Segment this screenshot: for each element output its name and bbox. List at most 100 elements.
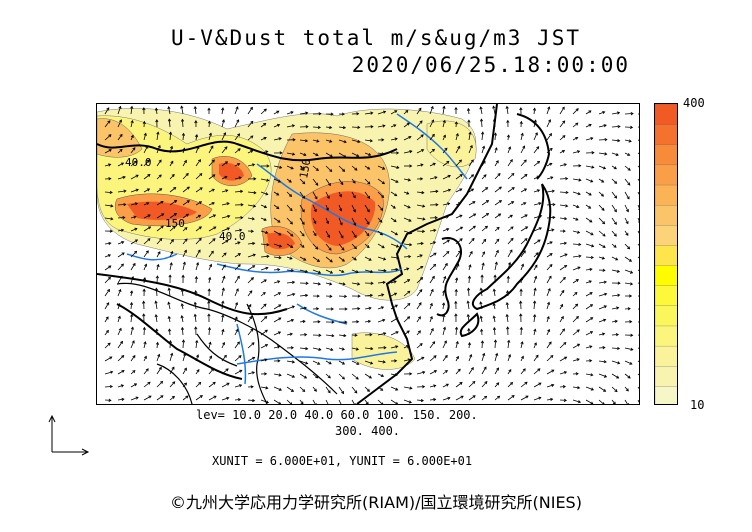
- wind-vector-head: [431, 275, 435, 279]
- wind-vector: [442, 147, 448, 154]
- wind-vector: [221, 189, 228, 193]
- wind-vector-head: [302, 195, 305, 199]
- wind-vector: [351, 126, 360, 128]
- wind-vector: [299, 347, 308, 350]
- wind-vector: [572, 386, 580, 389]
- wind-vector-head: [352, 209, 356, 213]
- wind-vector: [208, 238, 216, 245]
- wind-vector-head: [627, 182, 631, 186]
- wind-vector: [247, 265, 255, 271]
- wind-vector-head: [563, 241, 568, 245]
- wind-vector-head: [625, 388, 629, 392]
- wind-vector: [130, 228, 138, 232]
- wind-vector-head: [236, 119, 240, 123]
- wind-vector-head: [492, 327, 497, 331]
- wind-vector-head: [614, 195, 618, 199]
- wind-vector: [221, 264, 226, 271]
- wind-vector-head: [538, 202, 542, 206]
- wind-vector: [377, 386, 383, 391]
- wind-vector: [299, 307, 307, 310]
- wind-vector-head: [171, 174, 175, 178]
- wind-vector: [585, 268, 592, 271]
- wind-vector: [624, 230, 629, 236]
- wind-vector-head: [276, 345, 281, 349]
- wind-vector-head: [459, 214, 463, 218]
- wind-vector: [182, 186, 190, 193]
- wind-vector: [312, 217, 317, 224]
- wind-vector-head: [131, 340, 135, 344]
- wind-vector-head: [493, 339, 498, 343]
- wind-vector: [156, 367, 162, 375]
- wind-vector-head: [313, 388, 317, 392]
- wind-vector: [181, 106, 184, 115]
- wind-vector-head: [445, 215, 449, 219]
- wind-vector-head: [316, 294, 320, 298]
- wind-vector-head: [318, 347, 322, 351]
- wind-vector: [559, 178, 568, 180]
- wind-vector-head: [563, 371, 568, 375]
- wind-vector: [286, 152, 295, 155]
- wind-vector-head: [511, 395, 515, 399]
- wind-vector-head: [291, 305, 296, 309]
- wind-vector-head: [497, 395, 501, 399]
- wind-vector-head: [341, 390, 345, 395]
- colorbar-swatch: [655, 325, 677, 347]
- wind-vector-head: [508, 146, 512, 150]
- wind-vector: [104, 356, 113, 362]
- wind-vector-head: [227, 214, 231, 218]
- wind-vector-head: [276, 206, 280, 210]
- wind-vector-head: [447, 396, 451, 400]
- colorbar-swatch: [655, 264, 677, 286]
- wind-vector: [533, 227, 542, 232]
- wind-vector-head: [277, 267, 281, 272]
- wind-vector-head: [444, 147, 448, 151]
- wind-vector-head: [342, 125, 347, 130]
- wind-vector-head: [264, 316, 268, 320]
- wind-vector: [221, 276, 225, 284]
- wind-vector-head: [366, 388, 370, 392]
- wind-vector-head: [576, 205, 580, 209]
- wind-vector: [130, 370, 136, 375]
- wind-vector-head: [409, 372, 413, 376]
- wind-vector: [117, 217, 125, 219]
- wind-vector: [130, 251, 137, 258]
- wind-vector: [299, 217, 305, 225]
- wind-vector: [182, 395, 189, 401]
- wind-vector: [429, 328, 434, 336]
- wind-vector-head: [394, 359, 398, 363]
- wind-vector-head: [223, 354, 227, 358]
- wind-vector: [260, 316, 267, 323]
- vector-unit-note: XUNIT = 6.000E+01, YUNIT = 6.000E+01: [212, 454, 473, 468]
- wind-vector: [143, 226, 151, 232]
- wind-vector-head: [549, 132, 552, 137]
- wind-vector-head: [251, 342, 255, 346]
- wind-vector: [572, 150, 580, 154]
- wind-vector: [273, 386, 282, 391]
- wind-vector-head: [154, 300, 158, 304]
- wind-vector: [143, 381, 151, 388]
- wind-vector-head: [169, 262, 173, 266]
- wind-vector-head: [147, 214, 151, 218]
- wind-vector: [181, 289, 184, 297]
- wind-vector-head: [278, 387, 283, 391]
- wind-vector: [493, 119, 496, 128]
- wind-vector: [442, 302, 445, 310]
- wind-vector-head: [483, 366, 487, 370]
- wind-vector-head: [290, 245, 294, 248]
- wind-vector-head: [288, 179, 292, 183]
- wind-vector: [390, 399, 398, 404]
- wind-vector-head: [368, 152, 372, 156]
- wind-vector: [559, 386, 566, 388]
- wind-vector-head: [180, 326, 185, 330]
- wind-vector-head: [160, 380, 164, 384]
- wind-vector: [299, 269, 308, 273]
- wind-vector: [416, 277, 423, 284]
- wind-vector-head: [588, 123, 592, 127]
- wind-vector: [585, 178, 593, 183]
- wind-vector: [598, 399, 605, 404]
- wind-vector-head: [207, 313, 211, 317]
- wind-vector-head: [638, 236, 639, 237]
- wind-vector: [520, 133, 524, 141]
- wind-vector: [286, 333, 293, 336]
- wind-vector-head: [617, 124, 621, 129]
